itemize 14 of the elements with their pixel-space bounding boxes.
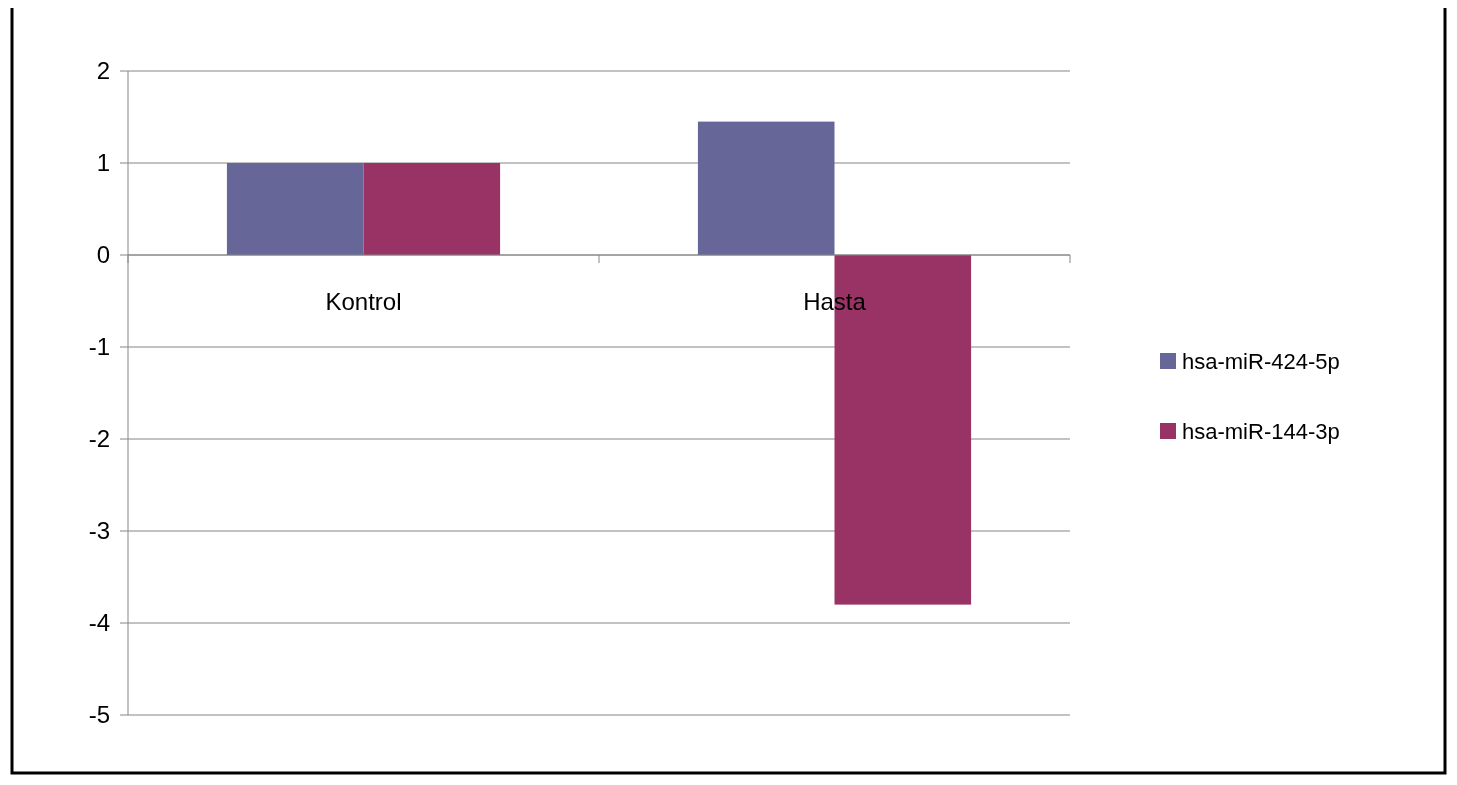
bar — [697, 121, 835, 255]
y-tick-label: -3 — [88, 517, 110, 545]
bar — [226, 163, 364, 255]
y-tick-label: -2 — [88, 425, 110, 453]
y-tick-label: -5 — [88, 701, 110, 729]
y-tick-label: -4 — [88, 609, 110, 637]
legend-label: hsa-miR-424-5p — [1182, 348, 1340, 374]
x-tick-label: Kontrol — [325, 288, 402, 315]
y-tick-label: 2 — [96, 57, 110, 85]
legend-label: hsa-miR-144-3p — [1182, 418, 1340, 444]
y-tick-label: -1 — [88, 333, 110, 361]
y-tick-label: 0 — [96, 241, 110, 269]
bar — [363, 163, 501, 255]
y-tick-label: 1 — [96, 149, 110, 177]
